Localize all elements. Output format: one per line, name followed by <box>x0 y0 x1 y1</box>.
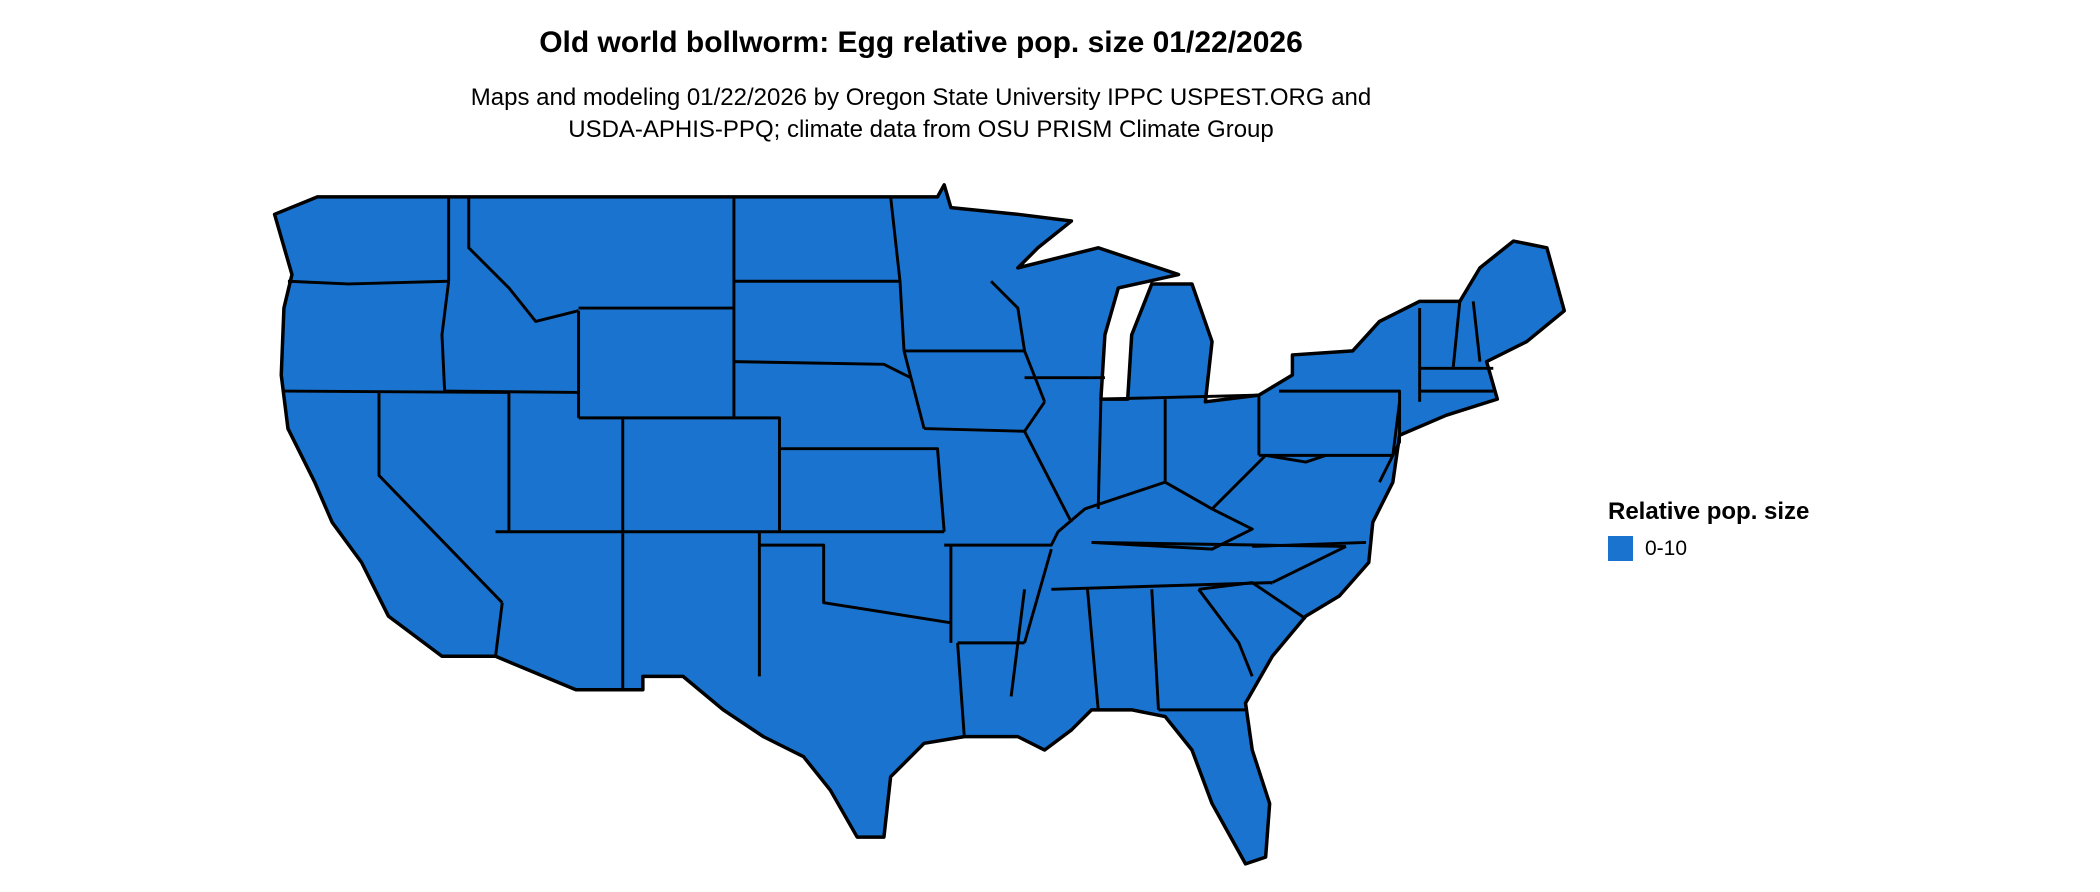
state-border <box>440 281 451 392</box>
legend-label: 0-10 <box>1645 536 1688 560</box>
state-border <box>1258 389 1402 457</box>
state-border <box>1471 301 1482 362</box>
state-border <box>944 531 1060 547</box>
state-border <box>1150 589 1160 710</box>
state-border <box>1197 588 1254 677</box>
map-subtitle: Maps and modeling 01/22/2026 by Oregon S… <box>0 82 1842 146</box>
state-border <box>1100 393 1259 401</box>
state-border <box>494 602 504 657</box>
state-border <box>377 391 504 604</box>
state-border <box>622 416 781 532</box>
state-border <box>889 196 906 351</box>
state-border <box>956 642 966 737</box>
us-outline <box>272 183 1567 866</box>
state-border <box>467 196 579 323</box>
state-border <box>1252 540 1367 548</box>
state-border <box>902 350 926 429</box>
legend-title: Relative pop. size <box>1608 498 1810 525</box>
state-border <box>287 279 449 286</box>
state-border <box>1271 545 1347 584</box>
legend-swatch <box>1608 536 1633 561</box>
state-border <box>1086 589 1100 710</box>
state-border <box>1378 401 1402 483</box>
state-border <box>759 543 952 625</box>
state-border <box>1451 301 1462 369</box>
state-borders <box>283 196 1494 737</box>
state-border <box>1198 581 1307 620</box>
map-title: Old world bollworm: Egg relative pop. si… <box>539 26 1303 59</box>
state-border <box>990 280 1027 352</box>
state-border <box>444 389 579 394</box>
state-border <box>1211 453 1327 510</box>
legend: Relative pop. size 0-10 <box>1608 498 1809 561</box>
subtitle-line-1: Maps and modeling 01/22/2026 by Oregon S… <box>470 84 1372 111</box>
legend-item: 0-10 <box>1608 536 1809 561</box>
state-border <box>1096 399 1103 509</box>
state-border <box>779 447 946 532</box>
state-border <box>733 360 912 380</box>
state-border <box>1023 548 1053 644</box>
subtitle-line-2: USDA-APHIS-PPQ; climate data from OSU PR… <box>568 116 1274 143</box>
state-border <box>1023 430 1073 524</box>
